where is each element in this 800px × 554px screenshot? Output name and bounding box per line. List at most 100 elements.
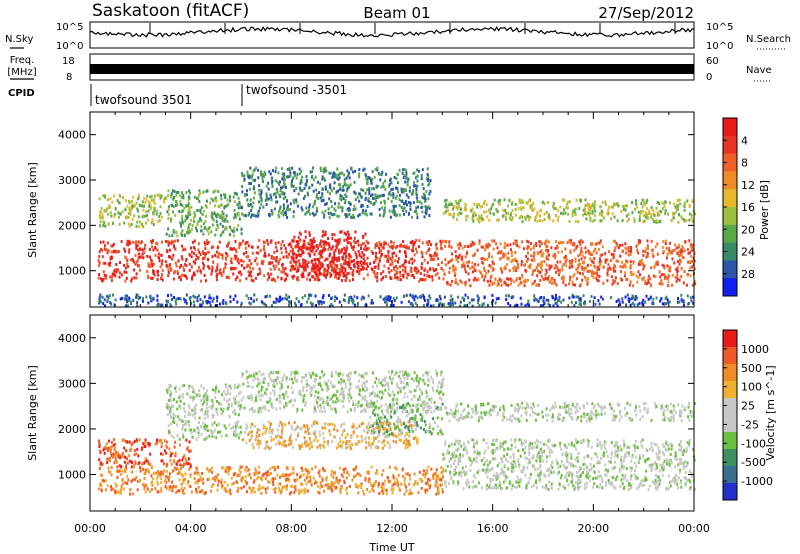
scatter-region-7 [442, 198, 696, 224]
colorbar-tick-label-5: 20 [741, 223, 755, 236]
colorbar-segment-1 [723, 118, 737, 137]
colorbar-segment-4 [723, 171, 737, 190]
nsky-line [89, 26, 695, 38]
ytick-label-2000: 2000 [58, 219, 86, 232]
ytick-label-1000: 1000 [58, 469, 86, 482]
colorbar-segment-3 [723, 364, 737, 382]
colorbar-tick-label-3: 12 [741, 179, 755, 192]
colorbar-tick-label-4: 16 [741, 201, 755, 214]
nave-tick-bottom: 0 [706, 72, 712, 83]
power-heatmap-cells [97, 166, 696, 308]
freq-label: Freq. [10, 55, 35, 66]
cpid-program-2: twofsound -3501 [246, 83, 347, 97]
power-colorbar-label: Power [dB] [758, 180, 771, 240]
scatter-region-3 [291, 230, 369, 279]
colorbar-segment-6 [723, 415, 737, 433]
colorbar-tick-label-7: -500 [741, 456, 766, 469]
colorbar-segment-8 [723, 449, 737, 467]
velocity-axes: 1000 2000 3000 4000 [58, 315, 695, 511]
ytick-label-3000: 3000 [58, 174, 86, 187]
colorbar-tick-label-2: 8 [741, 157, 748, 170]
colorbar-tick-label-4: 25 [741, 400, 755, 413]
scatter-region-8 [98, 293, 695, 308]
colorbar-segment-2 [723, 135, 737, 155]
cpid-program-1: twofsound 3501 [95, 93, 192, 107]
cpid-row: twofsound 3501 twofsound -3501 [90, 83, 347, 107]
scatter-region-1 [442, 438, 696, 492]
velocity-colorbar: 1000 500 100 25 -25 -100 -500 -1000 [722, 329, 773, 501]
scatter-region-7 [241, 369, 445, 414]
ytick-label-4000: 4000 [58, 332, 86, 345]
scatter-region-8 [444, 401, 696, 423]
station-title: Saskatoon (fitACF) [92, 1, 249, 21]
nsearch-label: N.Search [746, 34, 791, 45]
colorbar-segment-2 [723, 347, 737, 365]
scatter-region-4 [165, 383, 243, 441]
colorbar-frame [722, 329, 738, 501]
colorbar-segment-7 [723, 432, 737, 450]
xtick-label-1: 00:00 [74, 522, 106, 535]
colorbar-segment-5 [723, 189, 737, 208]
colorbar-segment-10 [723, 278, 737, 297]
freq-tick-top: 18 [62, 56, 75, 67]
beam-title: Beam 01 [363, 4, 430, 22]
colorbar-segment-10 [723, 483, 737, 501]
colorbar-tick-label-2: 500 [741, 362, 762, 375]
power-axes: 1000 2000 3000 4000 [58, 112, 695, 307]
xtick-label-4: 12:00 [376, 522, 408, 535]
power-colorbar: 4 8 12 16 20 24 28 [722, 117, 755, 297]
nsearch-tick-bottom: 10^0 [706, 41, 733, 52]
scatter-region-5 [241, 419, 419, 451]
cpid-label: CPID [8, 88, 35, 99]
xtick-label-2: 04:00 [175, 522, 207, 535]
colorbar-tick-label-6: -100 [741, 437, 766, 450]
colorbar-segment-5 [723, 398, 737, 416]
colorbar-segment-9 [723, 466, 737, 484]
time-axis-ticks: 00:00 04:00 08:00 12:00 16:00 20:00 00:00 [74, 522, 710, 535]
ytick-label-3000: 3000 [58, 377, 86, 390]
xtick-label-5: 16:00 [477, 522, 509, 535]
nsky-panel-frame [89, 21, 695, 49]
ytick-label-1000: 1000 [58, 265, 86, 278]
time-axis-label: Time UT [368, 541, 414, 554]
xtick-label-7: 00:00 [678, 522, 710, 535]
nave-tick-top: 60 [706, 56, 719, 67]
nsearch-tick-top: 10^5 [706, 22, 733, 33]
colorbar-tick-label-8: -1000 [741, 475, 773, 488]
colorbar-tick-label-3: 100 [741, 381, 762, 394]
scatter-region-3 [97, 465, 444, 496]
colorbar-segment-3 [723, 153, 737, 172]
nsky-tick-bottom: 10^0 [56, 41, 83, 52]
colorbar-tick-label-6: 24 [741, 246, 755, 259]
xtick-label-3: 08:00 [275, 522, 307, 535]
freq-unit-label: [MHz] [7, 67, 36, 78]
scatter-region-6 [241, 166, 432, 220]
colorbar-tick-label-1: 4 [741, 134, 748, 147]
scatter-region-2 [442, 239, 696, 288]
colorbar-segment-6 [723, 207, 737, 226]
nave-label: Nave [746, 65, 772, 76]
scatter-region-4 [165, 189, 243, 238]
freq-band [90, 64, 694, 74]
scatter-region-2 [98, 438, 192, 469]
ytick-label-2000: 2000 [58, 423, 86, 436]
colorbar-segment-4 [723, 381, 737, 399]
freq-trace [90, 64, 694, 74]
colorbar-tick-label-5: -25 [741, 418, 759, 431]
nsky-tick-top: 10^5 [56, 22, 83, 33]
nsky-trace [89, 23, 695, 38]
scatter-region-6 [366, 401, 444, 437]
velocity-heatmap-cells [97, 369, 696, 496]
colorbar-tick-label-1: 1000 [741, 343, 769, 356]
colorbar-segment-7 [723, 224, 737, 244]
colorbar-segment-9 [723, 260, 737, 279]
colorbar-tick-label-7: 28 [741, 268, 755, 281]
scatter-region-5 [98, 193, 167, 229]
velocity-ylabel: Slant Range [km] [26, 365, 39, 461]
colorbar-segment-8 [723, 242, 737, 261]
velocity-colorbar-label: Velocity [m s^-1] [764, 365, 777, 460]
ytick-label-4000: 4000 [58, 129, 86, 142]
date-title: 27/Sep/2012 [598, 4, 694, 22]
power-ylabel: Slant Range [km] [26, 162, 39, 258]
